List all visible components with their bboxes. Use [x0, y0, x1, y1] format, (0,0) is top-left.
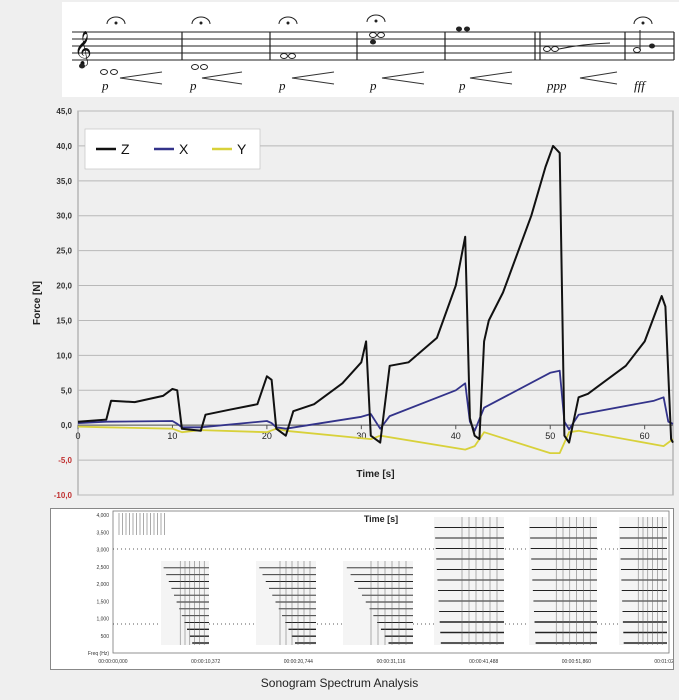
sonogram-block — [343, 561, 413, 645]
staff-lines — [72, 31, 674, 61]
sonogram-x-label: 00:00:51,860 — [562, 659, 591, 665]
dynamic-mark: p — [102, 78, 109, 93]
dynamic-mark: fff — [634, 78, 645, 93]
force-chart: 45,0 40,0 35,0 30,0 25,0 20,0 15,0 10,0 5,0 0,0 -5… — [0, 97, 679, 505]
x-tick-label: 40 — [451, 431, 461, 441]
staff-svg: 𝄞 — [72, 14, 675, 85]
sonogram-x-label: 00:00:00,000 — [98, 659, 127, 665]
y-tick-label: 35,0 — [56, 177, 72, 186]
sonogram-svg: 4,000 3,500 3,000 2,500 2,000 1,500 1,000 500 Fr… — [88, 510, 679, 665]
crescendo-hairpins — [119, 71, 618, 85]
treble-clef-icon: 𝄞 — [74, 31, 92, 67]
sonogram-y-label: 3,000 — [96, 548, 109, 554]
y-tick-label: 5,0 — [61, 386, 73, 395]
sonogram-block — [529, 517, 597, 645]
sonogram-x-label: 00:00:20,744 — [284, 659, 313, 665]
sonogram-y-label: 3,500 — [96, 530, 109, 536]
x-tick-label: 10 — [167, 431, 177, 441]
sonogram-x-label: 00:00:41,488 — [469, 659, 498, 665]
sonogram-block — [434, 517, 504, 645]
y-tick-label: 0,0 — [61, 421, 73, 430]
sonogram-title: Sonogram Spectrum Analysis — [260, 676, 419, 690]
y-tick-label: 20,0 — [56, 282, 72, 291]
legend-label-z: Z — [121, 141, 130, 157]
sonogram-x-label: 00:01:02,232 — [654, 659, 673, 665]
dynamic-mark: p — [370, 78, 377, 93]
music-score: 𝄞 — [62, 2, 679, 97]
y-tick-label: 45,0 — [56, 107, 72, 116]
sonogram-x-label: 00:00:10,372 — [191, 659, 220, 665]
sonogram-y-label: Freq (Hz) — [88, 651, 109, 657]
legend-label-x: X — [179, 141, 189, 157]
dynamic-mark: ppp — [547, 78, 567, 93]
chart-svg: 45,0 40,0 35,0 30,0 25,0 20,0 15,0 10,0 5,0 0,0 -5… — [32, 107, 674, 500]
x-tick-label: 20 — [262, 431, 272, 441]
x-tick-label: 30 — [356, 431, 366, 441]
x-tick-label: 50 — [545, 431, 555, 441]
bar-lines — [181, 32, 675, 60]
sonogram-y-label: 1,000 — [96, 617, 109, 623]
sonogram-x-label: 00:00:31,116 — [377, 659, 406, 665]
dynamic-mark: p — [279, 78, 286, 93]
x-tick-label: 0 — [75, 431, 80, 441]
dynamic-mark: p — [459, 78, 466, 93]
sonogram-panel: 4,000 3,500 3,000 2,500 2,000 1,500 1,000 500 Fr… — [50, 508, 679, 670]
y-tick-label: -10,0 — [54, 491, 73, 500]
y-tick-label: 10,0 — [56, 351, 72, 360]
sonogram-y-label: 4,000 — [96, 513, 109, 519]
sonogram-block — [256, 561, 316, 645]
y-tick-label: 25,0 — [56, 247, 72, 256]
legend-label-y: Y — [237, 141, 247, 157]
sonogram-block — [619, 517, 667, 645]
ties — [558, 30, 641, 50]
y-tick-label: 15,0 — [56, 316, 72, 325]
y-tick-label: 30,0 — [56, 212, 72, 221]
y-tick-label: 40,0 — [56, 142, 72, 151]
sonogram-block — [161, 561, 209, 645]
sonogram-inner-label: Time [s] — [364, 514, 398, 524]
series-line-z — [77, 144, 674, 444]
sonogram-y-label: 500 — [101, 634, 110, 640]
notes — [79, 26, 655, 75]
sonogram-y-label: 1,500 — [96, 599, 109, 605]
y-axis-label: Force [N] — [32, 281, 43, 325]
dynamic-mark: p — [190, 78, 197, 93]
x-tick-label: 60 — [640, 431, 650, 441]
fermata-icons — [106, 14, 653, 25]
sonogram-y-label: 2,000 — [96, 582, 109, 588]
sonogram-y-label: 2,500 — [96, 565, 109, 571]
y-tick-label: -5,0 — [58, 456, 72, 465]
x-axis-label: Time [s] — [356, 469, 394, 480]
